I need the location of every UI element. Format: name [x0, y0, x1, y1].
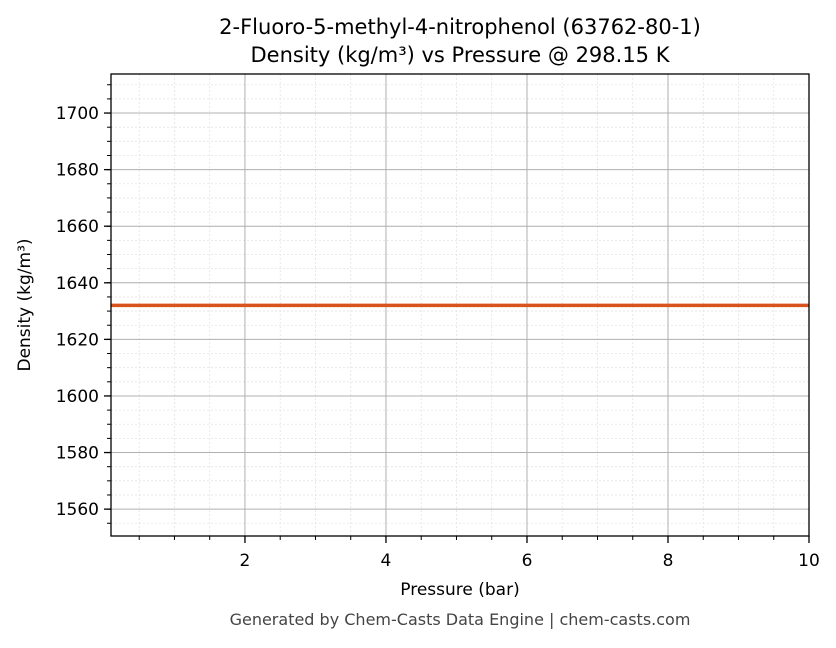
y-tick-label: 1600 [56, 387, 99, 407]
x-tick-label: 8 [663, 551, 674, 571]
y-tick-label: 1620 [56, 330, 99, 350]
footer-credit: Generated by Chem-Casts Data Engine | ch… [230, 610, 691, 629]
y-tick-label: 1640 [56, 274, 99, 294]
plot-frame [110, 73, 810, 537]
x-tick-label: 4 [381, 551, 392, 571]
grid [111, 74, 810, 536]
chart-title: 2-Fluoro-5-methyl-4-nitrophenol (63762-8… [219, 15, 701, 39]
y-tick-label: 1660 [56, 217, 99, 237]
y-tick-label: 1680 [56, 161, 99, 181]
y-axis-label: Density (kg/m³) [15, 238, 35, 371]
ticks: 2 4 6 8 10 1560 1580 1600 1620 1640 1660 1680 1700 [56, 84, 820, 571]
x-tick-label: 6 [522, 551, 533, 571]
y-tick-label: 1580 [56, 444, 99, 464]
y-tick-label: 1560 [56, 500, 99, 520]
x-tick-label: 2 [240, 551, 251, 571]
y-tick-label: 1700 [56, 104, 99, 124]
x-tick-label: 10 [798, 551, 820, 571]
chart-subtitle: Density (kg/m³) vs Pressure @ 298.15 K [250, 43, 670, 67]
x-axis-label: Pressure (bar) [400, 580, 519, 600]
